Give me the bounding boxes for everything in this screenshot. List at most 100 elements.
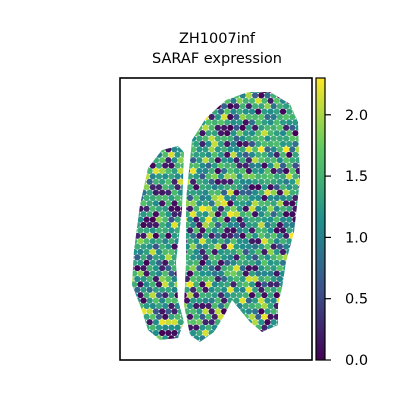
expression-spot [162,217,168,223]
expression-spot [209,211,215,217]
expression-spot [171,319,177,325]
expression-spot [243,163,249,169]
expression-spot [252,168,258,174]
expression-spot [283,146,289,152]
expression-spot [221,211,227,217]
expression-spot [144,281,150,287]
expression-spot [243,303,249,309]
expression-spot [156,281,162,287]
expression-spot [264,200,270,206]
expression-spot [218,292,224,298]
expression-spot [150,303,156,309]
expression-spot [147,211,153,217]
expression-spot [271,125,277,131]
expression-spot [268,217,274,223]
expression-spot [156,184,162,190]
expression-spot [190,211,196,217]
expression-spot [215,125,221,131]
expression-spot [171,200,177,206]
expression-spot [212,173,218,179]
expression-spot [147,233,153,239]
expression-spot [243,119,249,125]
expression-spot [237,184,243,190]
expression-spot [237,271,243,277]
expression-spot [218,249,224,255]
expression-spot [206,325,212,331]
expression-spot [221,190,227,196]
expression-spot [261,109,267,115]
expression-spot [212,292,218,298]
expression-spot [221,146,227,152]
expression-spot [206,173,212,179]
expression-spot [206,217,212,223]
expression-spot [193,325,199,331]
expression-spot [224,119,230,125]
expression-spot [289,114,295,120]
expression-spot [252,222,258,228]
expression-spot [286,119,292,125]
expression-spot [134,265,140,271]
expression-spot [168,173,174,179]
expression-spot [289,125,295,131]
expression-spot [240,125,246,131]
expression-spot [144,303,150,309]
expression-spot [221,103,227,109]
expression-spot [233,114,239,120]
expression-spot [137,238,143,244]
expression-spot [243,249,249,255]
expression-spot [224,109,230,115]
expression-spot [224,184,230,190]
expression-spot [249,173,255,179]
expression-spot [221,254,227,260]
expression-spot [187,292,193,298]
expression-spot [237,249,243,255]
expression-spot [224,130,230,136]
expression-spot [212,238,218,244]
expression-spot [249,281,255,287]
expression-spot [153,276,159,282]
expression-spot [243,206,249,212]
expression-spot [134,287,140,293]
expression-spot [156,173,162,179]
expression-spot [209,298,215,304]
expression-spot [258,319,264,325]
expression-spot [212,119,218,125]
expression-spot [209,308,215,314]
expression-spot [212,206,218,212]
expression-spot [280,109,286,115]
expression-spot [202,254,208,260]
expression-spot [187,260,193,266]
expression-spot [184,298,190,304]
expression-spot [171,308,177,314]
expression-spot [268,238,274,244]
expression-spot [156,163,162,169]
expression-spot [196,190,202,196]
expression-spot [196,233,202,239]
expression-spot [243,281,249,287]
expression-spot [268,130,274,136]
expression-spot [147,319,153,325]
expression-spot [215,146,221,152]
expression-spot [156,206,162,212]
expression-spot [271,287,277,293]
expression-spot [218,195,224,201]
expression-spot [261,152,267,158]
expression-spot [268,206,274,212]
expression-spot [218,130,224,136]
expression-spot [292,163,298,169]
expression-spot [243,152,249,158]
expression-spot [246,211,252,217]
expression-spot [156,260,162,266]
expression-spot [249,109,255,115]
expression-spot [224,260,230,266]
colorbar-tick-label-3: 1.5 [345,169,368,185]
expression-spot [137,281,143,287]
expression-spot [202,190,208,196]
expression-spot [215,211,221,217]
expression-spot [212,184,218,190]
expression-spot [237,109,243,115]
expression-spot [283,244,289,250]
expression-spot [193,217,199,223]
expression-spot [264,125,270,131]
expression-spot [280,260,286,266]
